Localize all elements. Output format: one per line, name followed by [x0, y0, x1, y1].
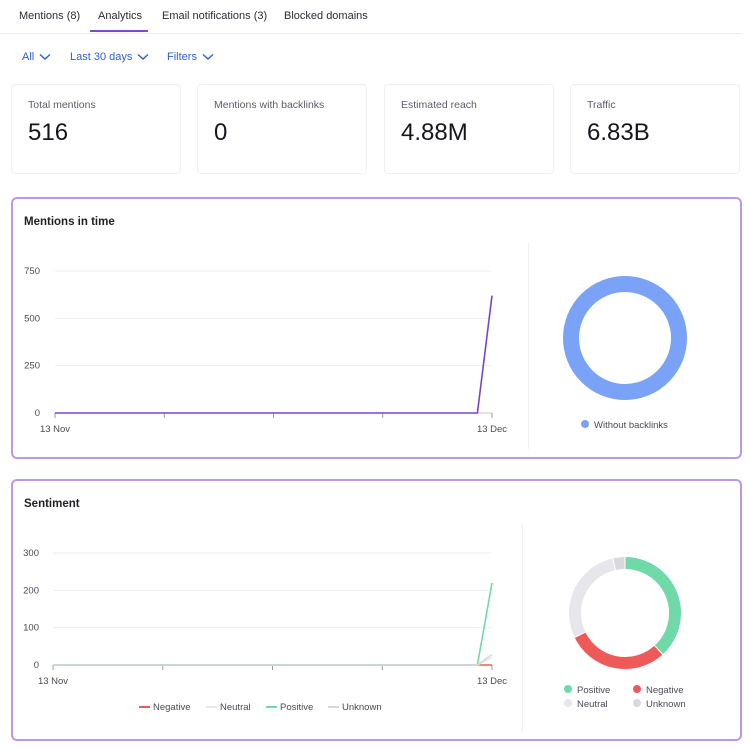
date-range-label: Last 30 days: [70, 51, 133, 63]
date-range-dropdown[interactable]: Last 30 days: [70, 51, 149, 63]
tab-analytics[interactable]: Analytics: [98, 10, 143, 22]
stat-value: 6.83B: [587, 119, 650, 146]
tab-blocked-domains[interactable]: Blocked domains: [284, 10, 368, 22]
stat-value: 4.88M: [401, 119, 468, 146]
stat-value: 516: [28, 119, 69, 146]
filters-label: Filters: [167, 51, 197, 63]
chevron-down-icon: [137, 53, 149, 60]
tab-bar: Mentions (8) Analytics Email notificatio…: [0, 0, 742, 34]
tab-email-notifications[interactable]: Email notifications (3): [162, 10, 268, 22]
panel-divider: [522, 525, 523, 731]
stat-label: Mentions with backlinks: [214, 99, 325, 111]
stat-label: Estimated reach: [401, 99, 477, 111]
stat-value: 0: [214, 119, 228, 146]
stat-card-traffic: Traffic 6.83B: [570, 84, 740, 174]
all-dropdown[interactable]: All: [22, 51, 51, 63]
all-dropdown-label: All: [22, 51, 35, 63]
stat-label: Traffic: [587, 99, 616, 111]
stat-card-total-mentions: Total mentions 516: [11, 84, 181, 174]
chevron-down-icon: [39, 53, 51, 60]
stat-card-estimated-reach: Estimated reach 4.88M: [384, 84, 554, 174]
chevron-down-icon: [202, 53, 214, 60]
mentions-in-time-panel: Mentions in time: [11, 197, 742, 459]
sentiment-panel: Sentiment: [11, 479, 742, 741]
panel-title: Mentions in time: [24, 216, 115, 228]
tab-mentions[interactable]: Mentions (8): [19, 10, 81, 22]
active-tab-indicator: [90, 30, 148, 32]
stat-label: Total mentions: [28, 99, 96, 111]
filters-dropdown[interactable]: Filters: [167, 51, 214, 63]
stat-card-mentions-with-backlinks: Mentions with backlinks 0: [197, 84, 367, 174]
panel-title: Sentiment: [24, 498, 80, 510]
panel-divider: [528, 243, 529, 449]
